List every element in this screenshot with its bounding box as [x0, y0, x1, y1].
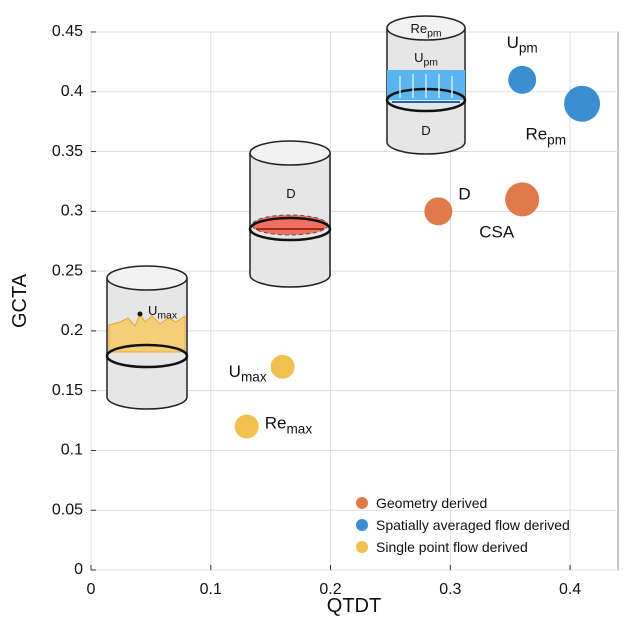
label-main: U	[507, 33, 519, 52]
label-main: CSA	[479, 222, 515, 241]
y-tick-label: 0.25	[52, 262, 83, 279]
x-tick-label: 0.1	[200, 581, 222, 598]
x-tick-label: 0.4	[559, 581, 581, 598]
label-sub: pm	[423, 58, 437, 69]
y-tick-label: 0.15	[52, 382, 83, 399]
y-tick-label: 0.3	[61, 203, 83, 220]
y-axis-title: GCTA	[9, 273, 31, 328]
label-sub: max	[286, 421, 312, 436]
label: Repm	[525, 125, 566, 148]
x-tick-label: 0	[87, 581, 96, 598]
cylinder-top	[107, 266, 187, 290]
legend-marker	[356, 541, 368, 553]
point	[564, 86, 600, 122]
point	[508, 66, 536, 94]
label-main: U	[229, 362, 241, 381]
point	[505, 182, 539, 216]
y-tick-label: 0.05	[52, 501, 83, 518]
label: Remax	[265, 414, 313, 437]
label: D	[458, 184, 470, 203]
legend-marker	[356, 497, 368, 509]
legend: Geometry derived Spatially averaged flow …	[356, 495, 570, 555]
label-sub: max	[241, 370, 267, 385]
label-main: Re	[525, 125, 547, 144]
y-tick-label: 0.35	[52, 143, 83, 160]
y-tick-label: 0.45	[52, 23, 83, 40]
cylinder-top	[250, 141, 330, 165]
point	[424, 197, 452, 225]
label-sub: pm	[547, 132, 566, 147]
label-main: Re	[410, 21, 427, 36]
label-main: U	[148, 303, 157, 318]
label: Umax	[229, 362, 267, 385]
label-main: U	[414, 50, 423, 65]
label-main: D	[286, 186, 295, 201]
legend-marker	[356, 519, 368, 531]
chart: RepmUpmDDUmax 00.050.10.150.20.250.30.35…	[0, 0, 632, 627]
legend-label: Spatially averaged flow derived	[376, 517, 570, 533]
label-main: Re	[265, 414, 287, 433]
label: Upm	[507, 33, 538, 56]
label-sub: pm	[427, 29, 441, 40]
legend-label: Geometry derived	[376, 495, 487, 511]
label-sub: max	[157, 311, 177, 322]
label-main: D	[421, 123, 430, 138]
y-tick-label: 0	[74, 561, 83, 578]
label-sub: pm	[519, 41, 538, 56]
x-tick-label: 0.3	[439, 581, 461, 598]
label: CSA	[479, 222, 515, 241]
y-tick-label: 0.4	[61, 83, 83, 100]
point	[235, 415, 259, 439]
label: D	[286, 186, 295, 201]
y-tick-label: 0.1	[61, 442, 83, 459]
y-tick-label: 0.2	[61, 322, 83, 339]
label-main: D	[458, 184, 470, 203]
illustrations	[107, 16, 465, 409]
x-axis-title: QTDT	[327, 595, 381, 617]
label: D	[421, 123, 430, 138]
legend-label: Single point flow derived	[376, 539, 528, 555]
point	[271, 355, 295, 379]
max-point	[138, 312, 143, 317]
